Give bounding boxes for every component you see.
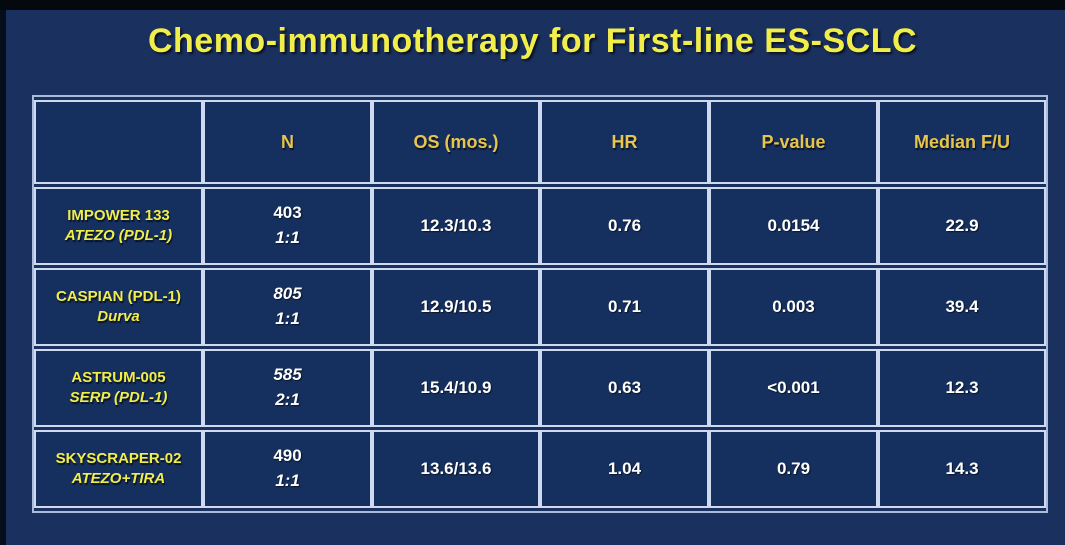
study-cell: SKYSCRAPER-02 ATEZO+TIRA bbox=[34, 430, 203, 508]
n-cell: 403 1:1 bbox=[203, 187, 372, 265]
top-edge-bar bbox=[0, 0, 1065, 10]
study-agent: SERP (PDL-1) bbox=[69, 389, 168, 406]
left-edge-bar bbox=[0, 0, 6, 545]
table-row-caspian: CASPIAN (PDL-1) Durva 805 1:1 12.9/10.5 … bbox=[34, 268, 1046, 346]
study-agent: ATEZO+TIRA bbox=[71, 470, 166, 487]
table-row-skyscraper02: SKYSCRAPER-02 ATEZO+TIRA 490 1:1 13.6/13… bbox=[34, 430, 1046, 508]
column-header-study bbox=[34, 100, 203, 184]
table-row-impower133: IMPOWER 133 ATEZO (PDL-1) 403 1:1 12.3/1… bbox=[34, 187, 1046, 265]
column-header-os: OS (mos.) bbox=[372, 100, 540, 184]
os-value: 12.9/10.5 bbox=[372, 268, 540, 346]
n-cell: 585 2:1 bbox=[203, 349, 372, 427]
p-value: 0.79 bbox=[708, 430, 878, 508]
median-fu-value: 12.3 bbox=[877, 349, 1046, 427]
column-header-hr: HR bbox=[539, 100, 709, 184]
p-value: <0.001 bbox=[708, 349, 878, 427]
randomization-ratio: 1:1 bbox=[275, 228, 300, 247]
study-cell: IMPOWER 133 ATEZO (PDL-1) bbox=[34, 187, 203, 265]
randomization-ratio: 1:1 bbox=[275, 471, 300, 490]
hr-value: 1.04 bbox=[539, 430, 709, 508]
n-value: 403 bbox=[273, 203, 302, 223]
randomization-ratio: 1:1 bbox=[275, 309, 300, 328]
hr-value: 0.76 bbox=[539, 187, 709, 265]
column-header-pvalue: P-value bbox=[708, 100, 878, 184]
study-name: IMPOWER 133 bbox=[67, 206, 170, 224]
slide-title: Chemo-immunotherapy for First-line ES-SC… bbox=[147, 22, 918, 60]
randomization-ratio: 2:1 bbox=[275, 390, 300, 409]
study-name: ASTRUM-005 bbox=[71, 368, 166, 386]
study-agent: Durva bbox=[97, 308, 140, 325]
os-value: 13.6/13.6 bbox=[372, 430, 540, 508]
p-value: 0.0154 bbox=[708, 187, 878, 265]
os-value: 12.3/10.3 bbox=[372, 187, 540, 265]
hr-value: 0.71 bbox=[539, 268, 709, 346]
os-value: 15.4/10.9 bbox=[372, 349, 540, 427]
study-name: CASPIAN (PDL-1) bbox=[55, 287, 181, 305]
n-value: 490 bbox=[273, 446, 302, 466]
study-cell: CASPIAN (PDL-1) Durva bbox=[34, 268, 203, 346]
median-fu-value: 22.9 bbox=[877, 187, 1046, 265]
column-header-n: N bbox=[203, 100, 372, 184]
study-name: SKYSCRAPER-02 bbox=[55, 449, 182, 467]
column-header-median-fu: Median F/U bbox=[877, 100, 1046, 184]
trial-table: N OS (mos.) HR P-value Median F/U IMPOWE… bbox=[32, 95, 1048, 513]
header-row: N OS (mos.) HR P-value Median F/U bbox=[34, 100, 1046, 184]
study-agent: ATEZO (PDL-1) bbox=[64, 227, 173, 244]
p-value: 0.003 bbox=[708, 268, 878, 346]
n-value: 805 bbox=[273, 284, 302, 304]
table-row-astrum005: ASTRUM-005 SERP (PDL-1) 585 2:1 15.4/10.… bbox=[34, 349, 1046, 427]
median-fu-value: 39.4 bbox=[877, 268, 1046, 346]
hr-value: 0.63 bbox=[539, 349, 709, 427]
study-cell: ASTRUM-005 SERP (PDL-1) bbox=[34, 349, 203, 427]
n-value: 585 bbox=[273, 365, 302, 385]
median-fu-value: 14.3 bbox=[877, 430, 1046, 508]
n-cell: 805 1:1 bbox=[203, 268, 372, 346]
n-cell: 490 1:1 bbox=[203, 430, 372, 508]
